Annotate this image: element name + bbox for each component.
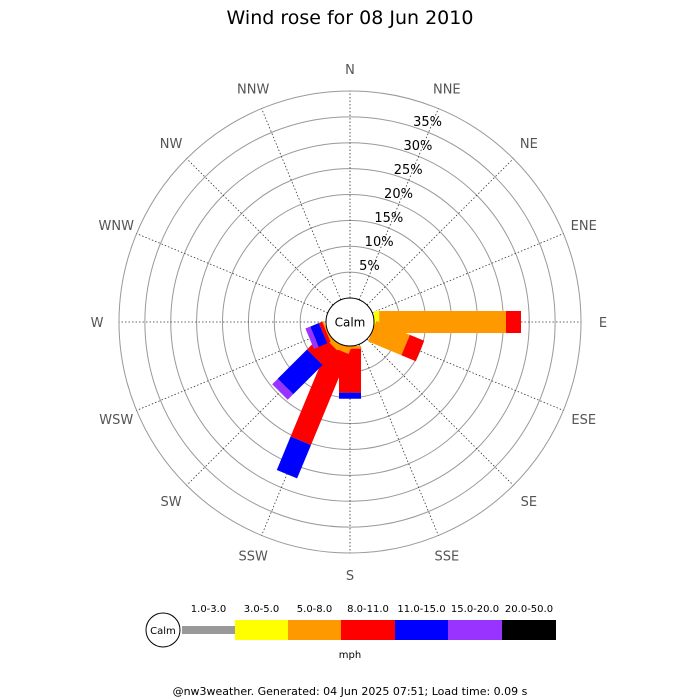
- chart-title: Wind rose for 08 Jun 2010: [227, 7, 474, 29]
- bar-wsw-bin-2: [322, 321, 332, 342]
- dir-label-n: N: [345, 63, 355, 78]
- ring-7: [144, 116, 556, 528]
- bar-ese-bin-2: [368, 321, 410, 356]
- legend-unit: mph: [339, 650, 361, 661]
- spoke-ene: [372, 233, 564, 314]
- dir-label-sse: SSE: [434, 550, 459, 565]
- legend-label-1: 3.0-5.0: [244, 604, 279, 615]
- dir-label-e: E: [599, 316, 607, 331]
- bar-ese-bin-3: [401, 334, 425, 362]
- pct-label-15: 15%: [374, 211, 403, 226]
- pct-label-35: 35%: [413, 115, 442, 130]
- bar-s-bin-4: [339, 392, 361, 399]
- spoke-wsw: [136, 330, 328, 411]
- bar-sw-bin-4: [277, 349, 323, 395]
- legend-swatch-1: [235, 620, 288, 640]
- legend-swatch-5: [448, 620, 502, 640]
- spoke-sse: [358, 344, 439, 536]
- legend-swatch-3: [341, 620, 395, 640]
- dir-label-se: SE: [521, 495, 537, 510]
- pct-label-25: 25%: [394, 163, 423, 178]
- direction-labels: N NNE NE ENE E ESE SE SSE S SSW SW WSW W WNW NW NNW: [91, 63, 608, 584]
- dir-label-s: S: [346, 569, 354, 584]
- spoke-wnw: [136, 233, 328, 314]
- bar-sw-bin-5: [272, 378, 294, 400]
- legend-swatch-0: [182, 626, 235, 634]
- dir-label-wsw: WSW: [99, 413, 133, 428]
- pct-label-30: 30%: [403, 139, 432, 154]
- dir-label-sw: SW: [161, 495, 182, 510]
- dir-label-nne: NNE: [433, 82, 461, 97]
- legend-label-0: 1.0-3.0: [191, 604, 226, 615]
- pct-label-5: 5%: [359, 259, 380, 274]
- dir-label-w: W: [91, 316, 104, 331]
- direction-spokes: [119, 91, 581, 553]
- bar-e-bin-3: [506, 311, 521, 333]
- spoke-nw: [186, 158, 334, 306]
- pct-label-20: 20%: [384, 187, 413, 202]
- calm-center: Calm: [325, 297, 375, 347]
- spoke-ese: [372, 330, 564, 411]
- dir-label-ene: ENE: [571, 219, 597, 234]
- legend-calm-label: Calm: [150, 626, 176, 637]
- footer-text: @nw3weather. Generated: 04 Jun 2025 07:5…: [173, 685, 528, 698]
- calm-label: Calm: [335, 316, 366, 330]
- bar-ssw-bin-3: [290, 345, 349, 445]
- bar-wsw-bin-5: [305, 326, 319, 349]
- dir-label-wnw: WNW: [99, 219, 135, 234]
- legend-swatch-2: [288, 620, 341, 640]
- bar-e-bin-2: [379, 311, 506, 333]
- legend-label-2: 5.0-8.0: [297, 604, 332, 615]
- spoke-ssw: [261, 344, 342, 536]
- dir-label-ssw: SSW: [239, 550, 269, 565]
- calm-circle: [325, 297, 375, 347]
- legend-calm-circle: [145, 612, 181, 648]
- dir-label-nw: NW: [160, 137, 183, 152]
- legend-swatch-6: [502, 620, 556, 640]
- spoke-sw: [186, 338, 334, 486]
- dir-label-ne: NE: [520, 137, 538, 152]
- dir-label-nnw: NNW: [237, 82, 269, 97]
- legend-label-5: 15.0-20.0: [451, 604, 499, 615]
- legend-label-3: 8.0-11.0: [347, 604, 389, 615]
- legend-label-4: 11.0-15.0: [397, 604, 445, 615]
- bar-wsw-bin-4: [310, 323, 328, 347]
- spoke-nnw: [261, 108, 342, 300]
- bar-wsw-bin-3: [318, 321, 331, 344]
- bar-ssw-bin-4: [276, 436, 311, 479]
- pct-label-10: 10%: [365, 235, 394, 250]
- percent-labels: 5% 10% 15% 20% 25% 30% 35%: [359, 115, 442, 274]
- legend-swatch-4: [395, 620, 448, 640]
- legend-label-6: 20.0-50.0: [505, 604, 553, 615]
- spoke-se: [366, 338, 514, 486]
- wind-bars: [272, 311, 521, 479]
- speed-legend: Calm 1.0-3.0 3.0-5.0 5.0-8.0 8.0-11.0 11.0-1…: [145, 604, 556, 661]
- dir-label-ese: ESE: [571, 413, 596, 428]
- spoke-nne: [358, 108, 439, 300]
- spoke-ne: [366, 158, 514, 306]
